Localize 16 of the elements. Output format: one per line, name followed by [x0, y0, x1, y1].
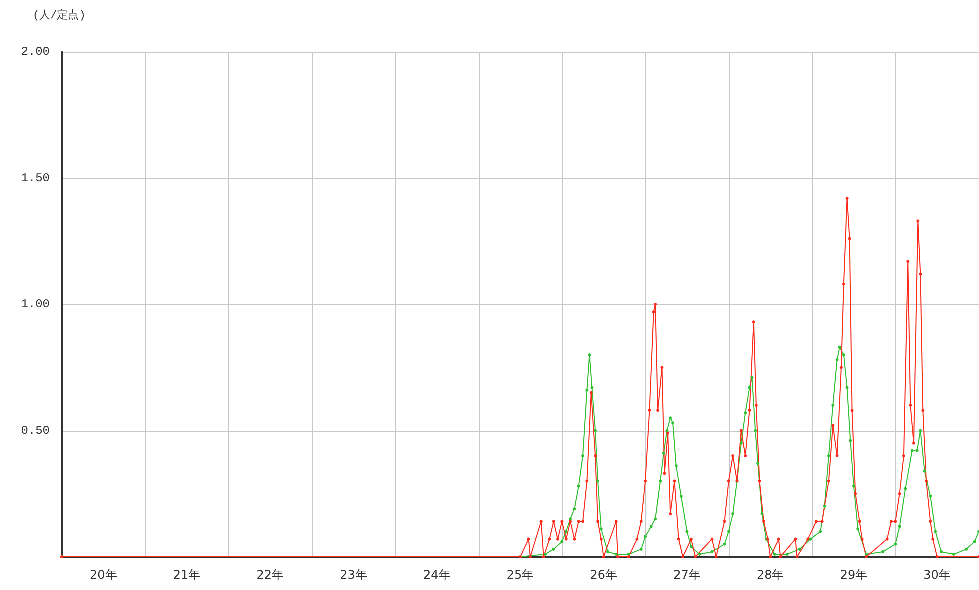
y-tick-label: 0.50: [21, 424, 50, 438]
x-tick-label: 26年: [590, 568, 618, 582]
x-tick-label: 22年: [256, 568, 284, 582]
x-tick-label: 25年: [506, 568, 534, 582]
x-tick-label: 30年: [924, 568, 951, 582]
y-tick-label: 1.00: [21, 298, 50, 312]
x-tick-label: 21年: [173, 568, 201, 582]
x-tick-label: 24年: [423, 568, 451, 582]
y-tick-label: 1.50: [21, 171, 50, 186]
y-tick-label: 2.00: [21, 45, 50, 59]
x-tick-label: 20年: [90, 568, 118, 582]
x-tick-label: 27年: [674, 568, 701, 582]
x-tick-label: 29年: [840, 568, 868, 582]
x-tick-label: 28年: [756, 568, 784, 582]
y-axis-title: (人/定点): [33, 8, 86, 22]
x-tick-label: 23年: [340, 568, 368, 582]
